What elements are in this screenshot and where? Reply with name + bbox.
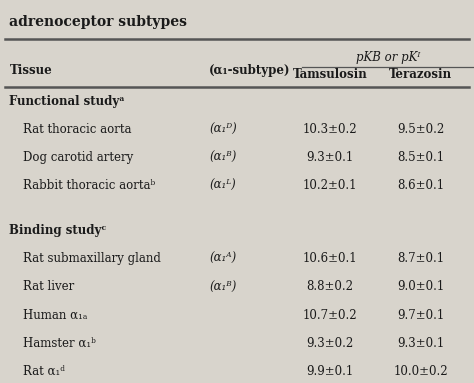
Text: Rat submaxillary gland: Rat submaxillary gland	[23, 252, 161, 265]
Text: 8.6±0.1: 8.6±0.1	[397, 179, 444, 192]
Text: 9.0±0.1: 9.0±0.1	[397, 280, 444, 293]
Text: (α₁ᴮ): (α₁ᴮ)	[209, 151, 237, 164]
Text: (α₁ᴸ): (α₁ᴸ)	[209, 179, 236, 192]
Text: 9.7±0.1: 9.7±0.1	[397, 309, 444, 322]
Text: pKB or pKᴵ: pKB or pKᴵ	[356, 51, 420, 64]
Text: Functional studyᵃ: Functional studyᵃ	[9, 95, 125, 108]
Text: Rat thoracic aorta: Rat thoracic aorta	[23, 123, 132, 136]
Text: Human α₁ₐ: Human α₁ₐ	[23, 309, 88, 322]
Text: Rat α₁ᵈ: Rat α₁ᵈ	[23, 365, 65, 378]
Text: Terazosin: Terazosin	[389, 68, 452, 81]
Text: 8.7±0.1: 8.7±0.1	[397, 252, 444, 265]
Text: Rabbit thoracic aortaᵇ: Rabbit thoracic aortaᵇ	[23, 179, 155, 192]
Text: 10.6±0.1: 10.6±0.1	[302, 252, 357, 265]
Text: Hamster α₁ᵇ: Hamster α₁ᵇ	[23, 337, 96, 350]
Text: 9.3±0.2: 9.3±0.2	[306, 337, 354, 350]
Text: (α₁ᴮ): (α₁ᴮ)	[209, 280, 237, 293]
Text: 9.5±0.2: 9.5±0.2	[397, 123, 444, 136]
Text: 9.9±0.1: 9.9±0.1	[306, 365, 354, 378]
Text: (α₁-subtype): (α₁-subtype)	[209, 64, 291, 77]
Text: 9.3±0.1: 9.3±0.1	[306, 151, 354, 164]
Text: 8.5±0.1: 8.5±0.1	[397, 151, 444, 164]
Text: (α₁ᴬ): (α₁ᴬ)	[209, 252, 237, 265]
Text: Tissue: Tissue	[9, 64, 52, 77]
Text: Tamsulosin: Tamsulosin	[292, 68, 367, 81]
Text: (α₁ᴰ): (α₁ᴰ)	[209, 123, 237, 136]
Text: Dog carotid artery: Dog carotid artery	[23, 151, 134, 164]
Text: 8.8±0.2: 8.8±0.2	[306, 280, 354, 293]
Text: 10.3±0.2: 10.3±0.2	[302, 123, 357, 136]
Text: 10.2±0.1: 10.2±0.1	[303, 179, 357, 192]
Text: 9.3±0.1: 9.3±0.1	[397, 337, 444, 350]
Text: Rat liver: Rat liver	[23, 280, 74, 293]
Text: 10.7±0.2: 10.7±0.2	[302, 309, 357, 322]
Text: 10.0±0.2: 10.0±0.2	[393, 365, 448, 378]
Text: adrenoceptor subtypes: adrenoceptor subtypes	[9, 15, 187, 29]
Text: Binding studyᶜ: Binding studyᶜ	[9, 224, 107, 237]
